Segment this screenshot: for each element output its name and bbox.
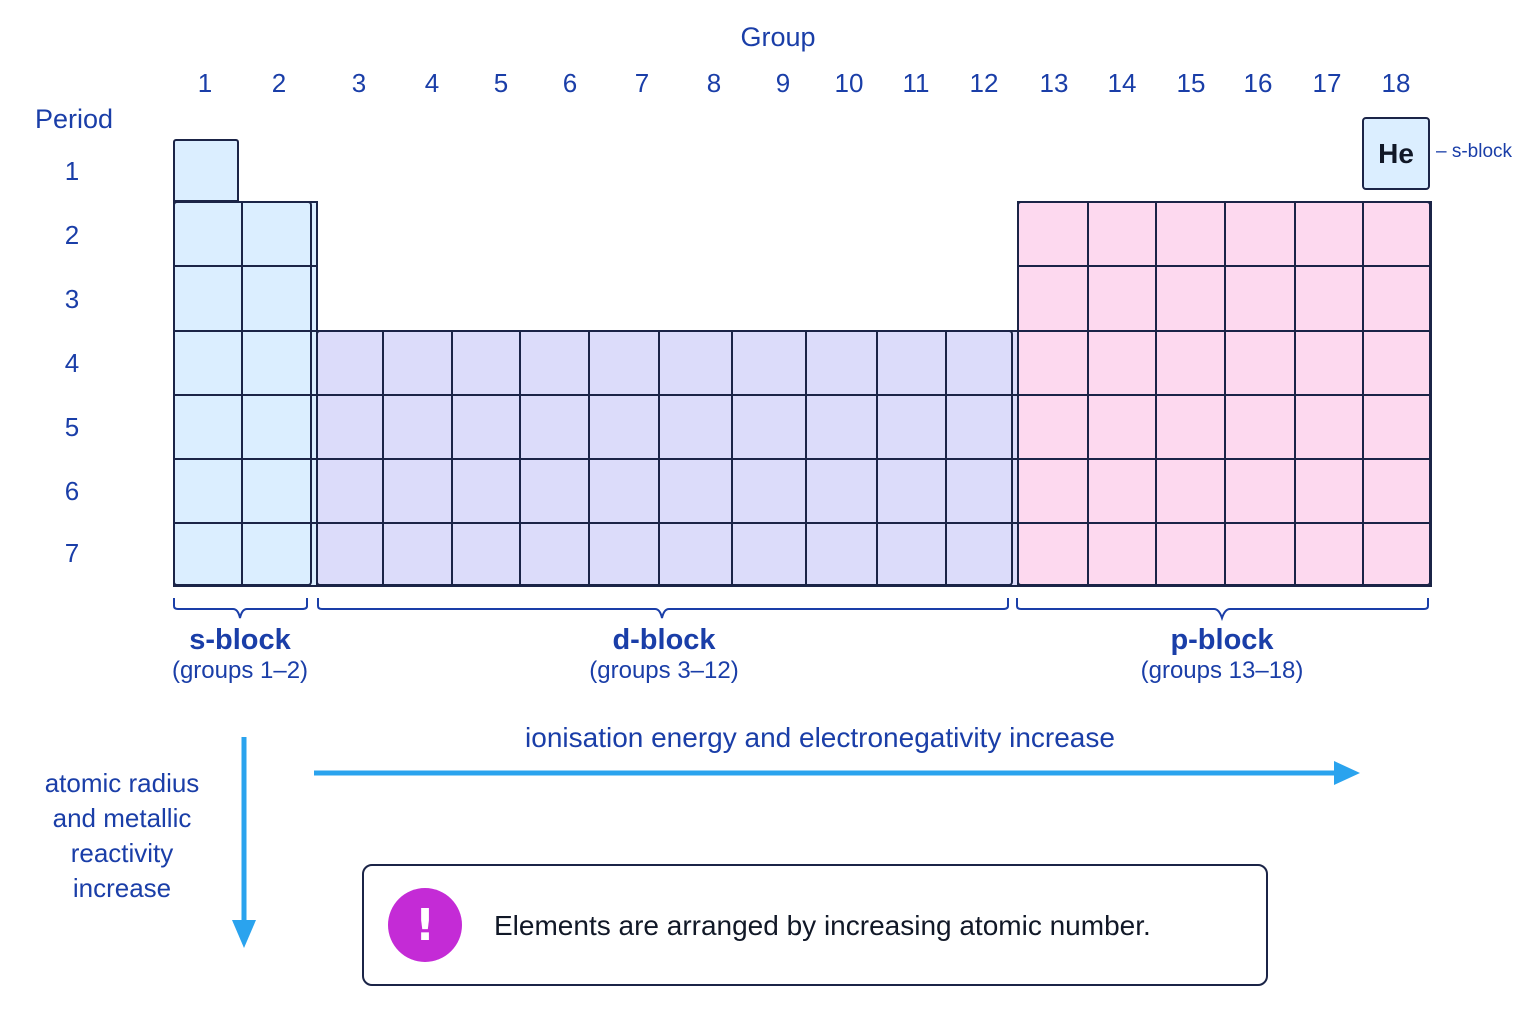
vertical-trend-line-1: atomic radius bbox=[44, 768, 200, 798]
element-cell bbox=[945, 394, 1019, 460]
group-number-9: 9 bbox=[775, 68, 791, 98]
group-number-17: 17 bbox=[1312, 68, 1342, 98]
element-cell bbox=[1362, 522, 1432, 587]
element-cell bbox=[241, 522, 318, 587]
d-block-title: d-block bbox=[612, 624, 716, 656]
exclamation-icon: ! bbox=[388, 888, 462, 962]
group-number-13: 13 bbox=[1039, 68, 1069, 98]
group-number-12: 12 bbox=[969, 68, 999, 98]
element-cell bbox=[1155, 201, 1226, 267]
group-number-6: 6 bbox=[562, 68, 578, 98]
horizontal-trend-arrow bbox=[314, 761, 1360, 785]
group-number-14: 14 bbox=[1107, 68, 1137, 98]
period-number-2: 2 bbox=[64, 220, 80, 250]
period-number-4: 4 bbox=[64, 348, 80, 378]
group-number-11: 11 bbox=[902, 68, 930, 98]
element-cell bbox=[241, 394, 318, 460]
element-cell bbox=[1224, 265, 1296, 332]
element-cell bbox=[173, 139, 239, 202]
element-cell bbox=[945, 330, 1019, 396]
s-block-title: s-block bbox=[189, 624, 291, 656]
d-block-subtitle: (groups 3–12) bbox=[589, 657, 739, 684]
element-cell bbox=[316, 522, 384, 587]
d-block-label: d-block (groups 3–12) bbox=[564, 624, 764, 685]
element-cell bbox=[241, 265, 318, 332]
info-note: ! Elements are arranged by increasing at… bbox=[362, 864, 1268, 986]
element-cell bbox=[1362, 330, 1432, 396]
period-number-7: 7 bbox=[64, 538, 80, 568]
s-block-label: s-block (groups 1–2) bbox=[160, 624, 320, 685]
element-cell bbox=[1087, 330, 1157, 396]
element-cell bbox=[451, 458, 521, 524]
element-cell bbox=[588, 394, 660, 460]
element-cell bbox=[658, 394, 733, 460]
helium-cell: He bbox=[1362, 117, 1430, 190]
d-block-brace bbox=[317, 598, 1009, 619]
helium-annotation: – s-block bbox=[1436, 141, 1513, 162]
p-block-brace bbox=[1016, 598, 1429, 622]
p-block-label: p-block (groups 13–18) bbox=[1122, 624, 1322, 685]
element-cell bbox=[1087, 458, 1157, 524]
vertical-trend-line-2: and metallic bbox=[52, 803, 192, 833]
vertical-trend-arrow bbox=[232, 737, 256, 948]
element-cell bbox=[1017, 522, 1089, 587]
element-cell bbox=[382, 522, 453, 587]
element-cell bbox=[1155, 522, 1226, 587]
vertical-trend-line-4: increase bbox=[72, 873, 172, 903]
group-axis-title: Group bbox=[740, 22, 816, 52]
period-number-6: 6 bbox=[64, 476, 80, 506]
period-axis-title: Period bbox=[34, 104, 114, 134]
element-cell bbox=[1224, 394, 1296, 460]
element-cell bbox=[241, 458, 318, 524]
group-number-4: 4 bbox=[424, 68, 440, 98]
element-cell bbox=[1294, 522, 1364, 587]
element-cell bbox=[876, 522, 947, 587]
element-cell bbox=[805, 394, 878, 460]
group-number-16: 16 bbox=[1243, 68, 1273, 98]
element-cell bbox=[1087, 265, 1157, 332]
group-number-15: 15 bbox=[1176, 68, 1206, 98]
period-number-3: 3 bbox=[64, 284, 80, 314]
element-cell bbox=[876, 458, 947, 524]
element-cell bbox=[451, 522, 521, 587]
element-cell bbox=[731, 458, 807, 524]
group-number-3: 3 bbox=[351, 68, 367, 98]
vertical-trend-label: atomic radius and metallic reactivity in… bbox=[28, 766, 216, 906]
group-number-7: 7 bbox=[634, 68, 650, 98]
group-number-10: 10 bbox=[834, 68, 864, 98]
element-cell bbox=[519, 458, 590, 524]
p-block-subtitle: (groups 13–18) bbox=[1140, 657, 1304, 684]
element-cell bbox=[316, 458, 384, 524]
group-number-8: 8 bbox=[706, 68, 722, 98]
info-note-text: Elements are arranged by increasing atom… bbox=[494, 910, 1151, 941]
element-cell bbox=[173, 394, 243, 460]
horizontal-trend-label: ionisation energy and electronegativity … bbox=[525, 722, 1115, 753]
element-cell bbox=[451, 394, 521, 460]
s-block-subtitle: (groups 1–2) bbox=[171, 657, 309, 684]
group-number-18: 18 bbox=[1381, 68, 1411, 98]
p-block-title: p-block bbox=[1170, 624, 1274, 656]
group-number-2: 2 bbox=[271, 68, 287, 98]
element-cell bbox=[241, 330, 318, 396]
element-cell bbox=[805, 522, 878, 587]
element-cell bbox=[1087, 201, 1157, 267]
s-block-brace bbox=[173, 598, 308, 619]
element-cell bbox=[1224, 522, 1296, 587]
vertical-trend-line-3: reactivity bbox=[70, 838, 174, 868]
period-number-5: 5 bbox=[64, 412, 80, 442]
group-number-5: 5 bbox=[493, 68, 509, 98]
group-number-1: 1 bbox=[197, 68, 213, 98]
element-cell bbox=[1362, 458, 1432, 524]
period-number-1: 1 bbox=[64, 156, 80, 186]
element-cell bbox=[1155, 394, 1226, 460]
